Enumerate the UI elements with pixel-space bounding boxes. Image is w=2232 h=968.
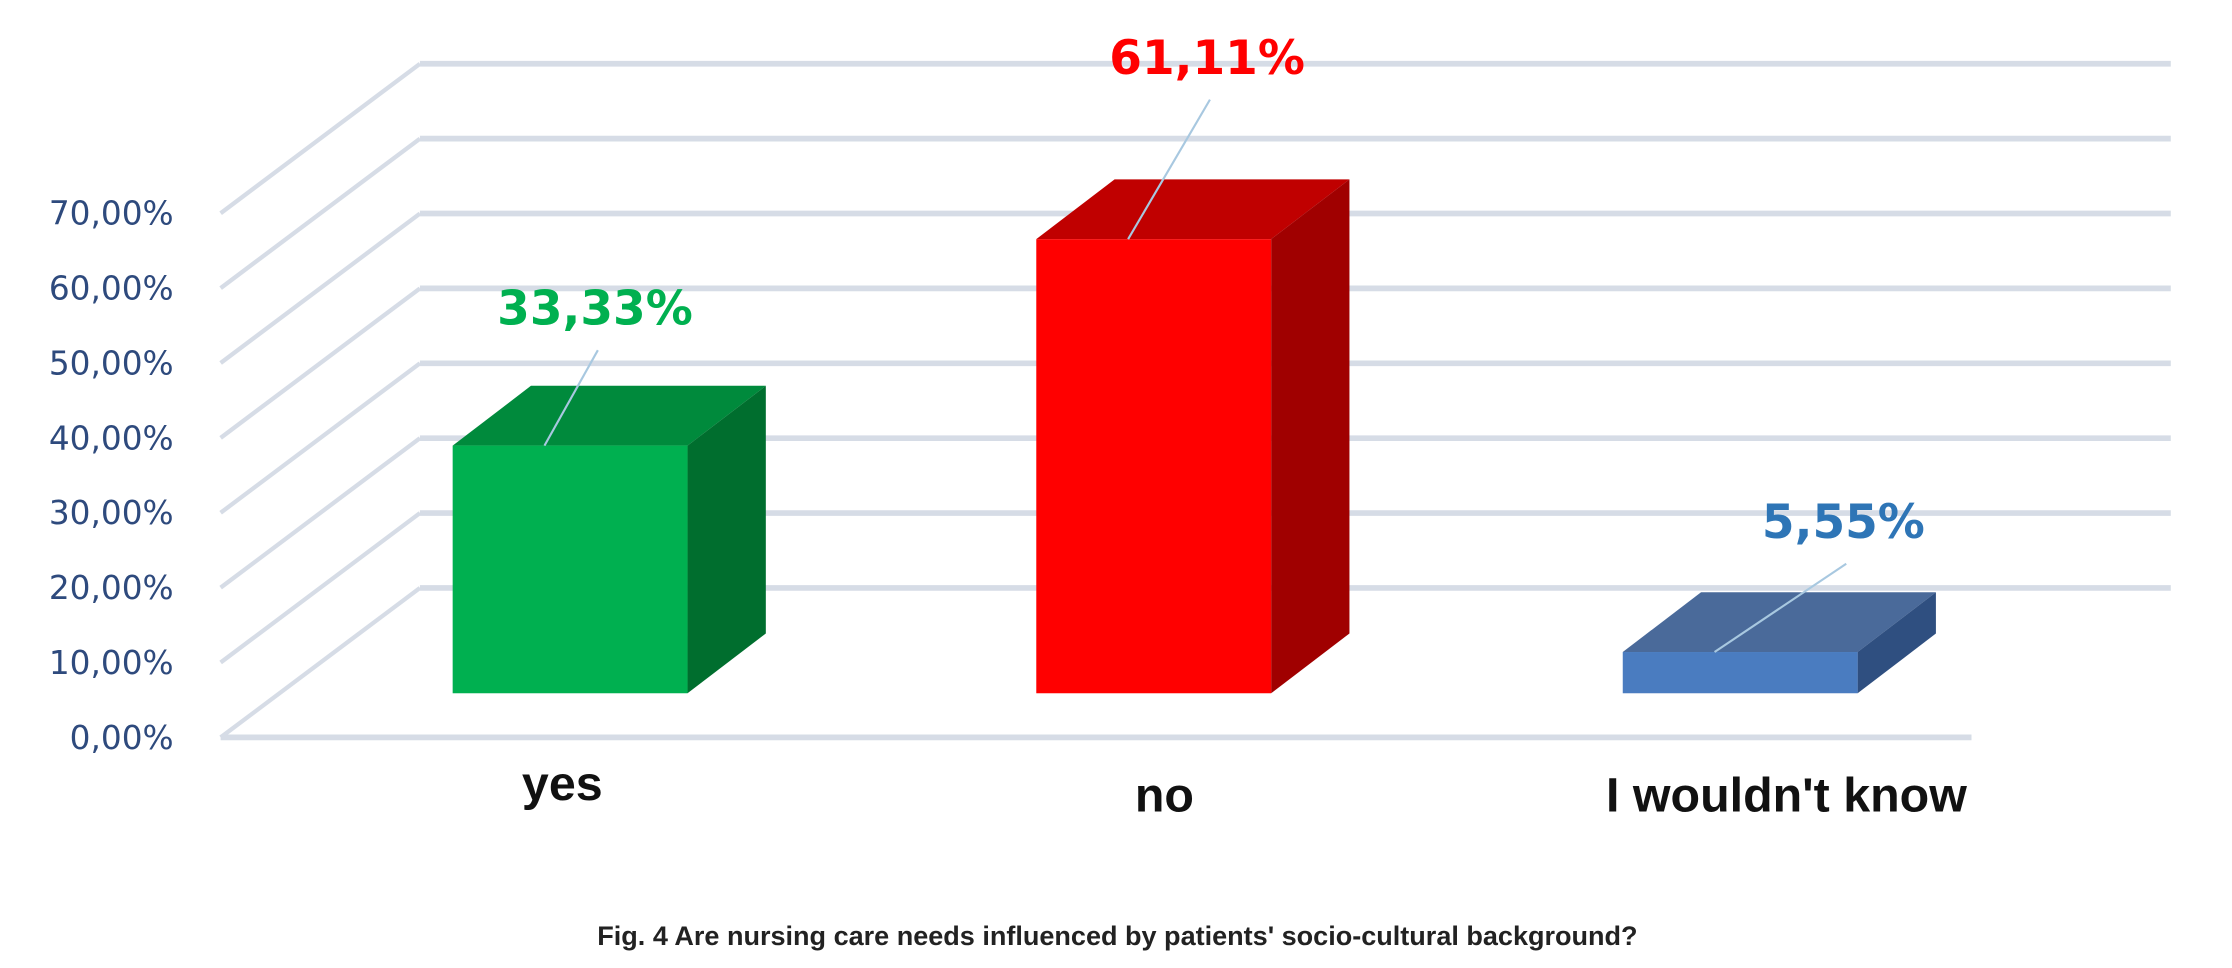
chart-title: Fig. 4 Are nursing care needs influenced…	[597, 921, 1637, 951]
y-axis: 0,00% 10,00% 20,00% 30,00% 40,00% 50,00% 60,00…	[49, 195, 174, 757]
gridline-side	[219, 361, 422, 515]
gridline-side	[219, 511, 422, 665]
leader-line	[1713, 562, 1847, 653]
x-tick-label: I wouldn't know	[1606, 768, 1967, 822]
leader-line	[1127, 99, 1211, 240]
bar-i-wouldn-t-know: 5,55%	[1622, 495, 1936, 694]
y-tick-label: 0,00%	[70, 719, 174, 757]
gridline-side	[219, 286, 422, 440]
bar-top	[1036, 179, 1350, 240]
gridline-side	[219, 436, 422, 590]
data-label: 33,33%	[497, 282, 693, 337]
bar-top	[452, 385, 766, 446]
y-tick-label: 20,00%	[49, 569, 174, 607]
gridline-side	[219, 586, 422, 740]
y-tick-label: 30,00%	[49, 494, 174, 532]
y-tick-label: 60,00%	[49, 270, 174, 308]
bar-side	[1271, 179, 1350, 694]
bar-top	[1622, 592, 1936, 653]
bar-yes: 33,33%	[452, 282, 766, 694]
data-label: 61,11%	[1109, 31, 1305, 86]
bar-no: 61,11%	[1036, 31, 1350, 694]
bar	[452, 445, 688, 694]
gridline-side	[219, 62, 422, 215]
x-tick-label: yes	[522, 757, 603, 811]
bar-side	[687, 385, 766, 694]
x-axis: yes no I wouldn't know	[522, 757, 1967, 822]
bar	[1036, 239, 1272, 694]
y-tick-label: 50,00%	[49, 344, 174, 382]
leader-line	[543, 349, 599, 447]
gridline-side	[219, 211, 422, 365]
y-tick-label: 10,00%	[49, 644, 174, 682]
bars: 33,33% 61,11% 5,55%	[452, 31, 1936, 694]
y-tick-label: 70,00%	[49, 195, 174, 233]
bar	[1622, 652, 1858, 694]
x-tick-label: no	[1135, 768, 1194, 822]
gridline-side	[219, 136, 422, 290]
data-label: 5,55%	[1762, 495, 1925, 550]
bar-side	[1857, 592, 1936, 694]
y-tick-label: 40,00%	[49, 419, 174, 457]
